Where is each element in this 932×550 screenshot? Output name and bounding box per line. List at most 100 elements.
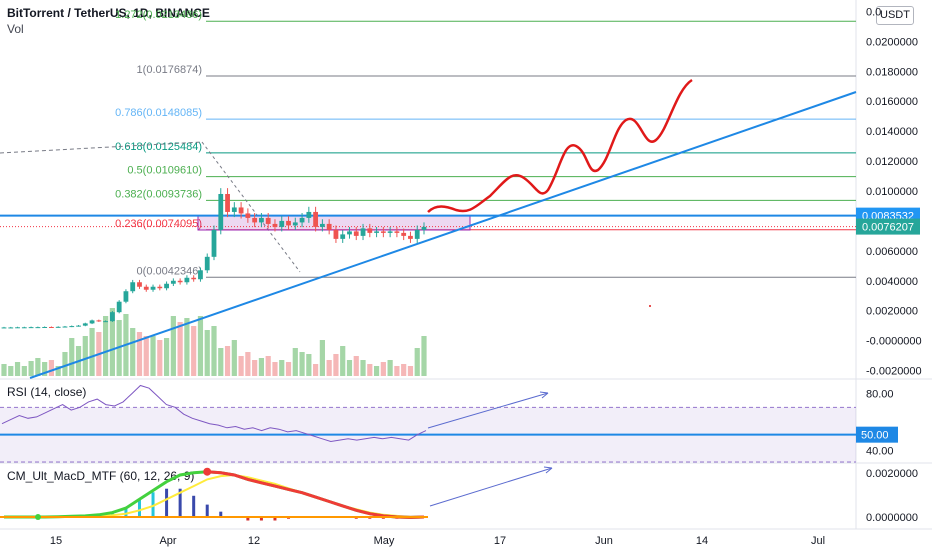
macd-tick-label: 0.0020000 xyxy=(866,468,918,480)
candle-body xyxy=(21,327,27,329)
macd-histogram-bar xyxy=(205,504,209,517)
candle-body xyxy=(130,282,136,292)
candle-body xyxy=(42,326,48,328)
volume-bar xyxy=(150,336,156,376)
volume-bar xyxy=(48,360,55,376)
candle-body xyxy=(333,229,339,239)
macd-line-falling xyxy=(207,470,425,519)
candle-body xyxy=(49,326,54,328)
y-tick-label: 0.0040000 xyxy=(866,276,918,288)
candle-body xyxy=(286,220,291,226)
currency-button[interactable]: USDT xyxy=(876,6,914,25)
candle-body xyxy=(238,207,244,214)
candle-body xyxy=(252,217,258,223)
volume-bar xyxy=(272,362,278,376)
fib-level-label: 0.236(0.0074095) xyxy=(115,218,202,230)
volume-bar xyxy=(245,352,251,376)
candle-body xyxy=(116,301,122,313)
volume-bar xyxy=(326,360,332,376)
macd-histogram-bar xyxy=(165,488,169,517)
y-tick-label: 0.0100000 xyxy=(866,186,918,198)
volume-bar xyxy=(191,326,197,376)
volume-bar xyxy=(258,358,265,376)
macd-histogram-bar xyxy=(151,492,155,517)
macd-histogram-bar xyxy=(192,495,196,517)
volume-bar xyxy=(103,316,109,376)
fib-level-label: 0.618(0.0125484) xyxy=(115,141,202,153)
candle-body xyxy=(76,325,81,327)
candle-body xyxy=(394,231,400,233)
macd-histogram-bar xyxy=(273,516,277,521)
candle-body xyxy=(360,228,366,236)
x-tick-label: Apr xyxy=(159,535,176,547)
x-tick-label: Jul xyxy=(811,535,825,547)
volume-bar xyxy=(394,366,400,376)
volume-bar xyxy=(360,360,366,376)
candle-body xyxy=(8,327,14,329)
volume-bar xyxy=(136,332,143,376)
candle-body xyxy=(82,323,88,326)
fib-level-label: 0.786(0.0148085) xyxy=(115,107,202,119)
volume-bar xyxy=(387,360,393,376)
candle-body xyxy=(299,217,305,223)
price-tag xyxy=(856,218,920,235)
candle-body xyxy=(218,193,224,230)
candle-body xyxy=(89,320,95,324)
rising-trend-line xyxy=(29,91,857,379)
volume-bar xyxy=(211,326,217,376)
candle-body xyxy=(245,213,251,218)
candle-body xyxy=(198,270,203,280)
volume-bar xyxy=(8,366,14,376)
volume-bar xyxy=(143,336,149,376)
candle-body xyxy=(96,320,102,322)
macd-histogram-bar xyxy=(137,499,141,517)
y-tick-label: 0.0020000 xyxy=(866,306,918,318)
candle-body xyxy=(340,234,346,239)
volume-bar xyxy=(279,360,285,376)
macd-histogram-bar xyxy=(246,516,250,521)
rsi-arrow-head xyxy=(539,391,549,399)
x-tick-label: 15 xyxy=(50,535,62,547)
candle-body xyxy=(279,220,285,227)
x-tick-label: 14 xyxy=(696,535,708,547)
fib-level-label: 0.5(0.0109610) xyxy=(127,165,202,177)
volume-bar xyxy=(333,354,339,376)
volume-bar xyxy=(319,340,325,376)
volume-bar xyxy=(184,318,190,376)
volume-bar xyxy=(421,336,427,376)
candle-body xyxy=(367,228,373,233)
volume-bar xyxy=(407,366,414,376)
y-tick-label: 0.0180000 xyxy=(866,66,918,78)
candle-body xyxy=(414,229,420,239)
volume-bar xyxy=(109,308,115,376)
candle-body xyxy=(164,283,169,289)
rsi-line xyxy=(1,384,427,443)
macd-pane-label: CM_Ult_MacD_MTF (60, 12, 26, 9) xyxy=(7,469,195,483)
candle-body xyxy=(347,231,352,235)
macd-histogram-bar xyxy=(219,511,223,517)
macd-histogram-bar xyxy=(178,488,182,517)
volume-bar xyxy=(69,338,75,376)
volume-bar xyxy=(265,356,271,376)
candle-body xyxy=(157,286,163,289)
candle-body xyxy=(292,222,298,226)
candle-body xyxy=(184,277,190,283)
volume-bar xyxy=(373,366,380,376)
candle-body xyxy=(353,231,359,236)
volume-bar xyxy=(299,352,305,376)
y-tick-label: 0.0120000 xyxy=(866,156,918,168)
volume-bar xyxy=(28,361,34,376)
candle-body xyxy=(211,229,217,257)
rsi-tick-label: 40.00 xyxy=(866,445,894,457)
y-tick-label: 0.0200000 xyxy=(866,36,918,48)
candle-body xyxy=(326,223,332,230)
fib-level-label: 1(0.0176874) xyxy=(137,64,202,76)
volume-bar xyxy=(346,360,353,376)
volume-bar xyxy=(35,358,41,376)
volume-bar xyxy=(224,346,231,376)
candle-body xyxy=(150,286,156,290)
candle-body xyxy=(177,280,183,283)
candle-body xyxy=(387,231,393,233)
volume-bar xyxy=(414,348,420,376)
